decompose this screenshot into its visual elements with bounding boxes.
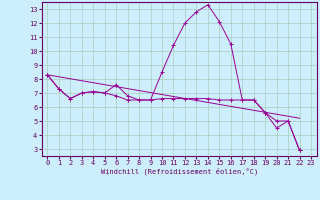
X-axis label: Windchill (Refroidissement éolien,°C): Windchill (Refroidissement éolien,°C) <box>100 168 258 175</box>
